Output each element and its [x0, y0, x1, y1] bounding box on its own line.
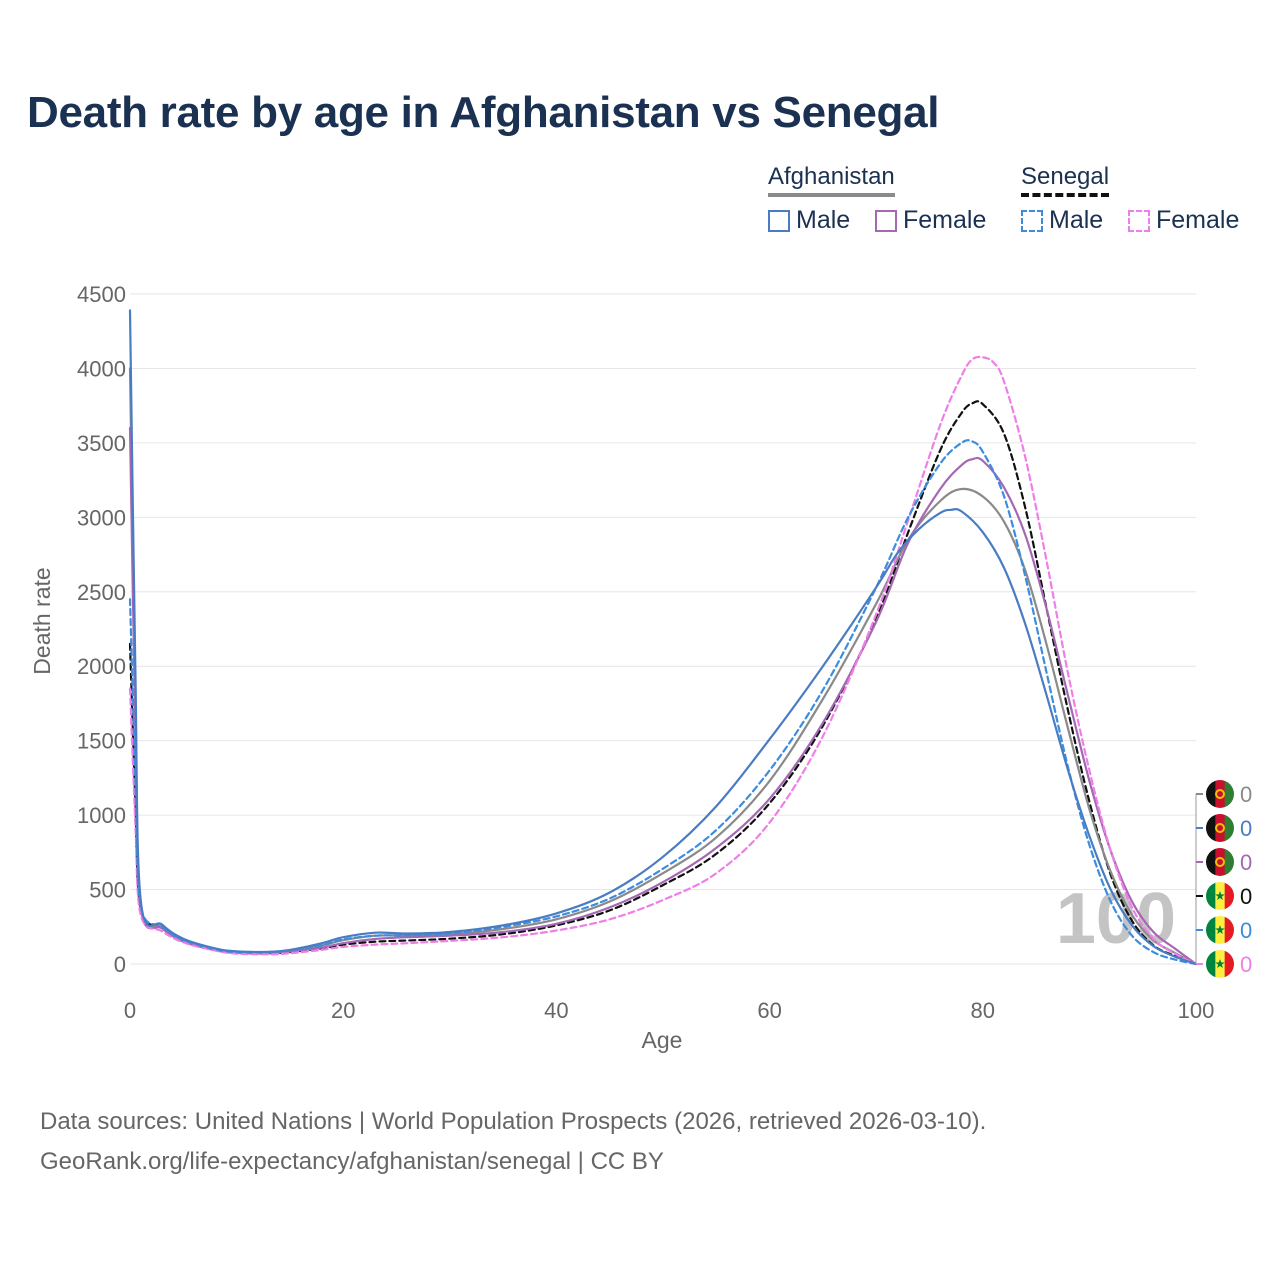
y-tick-label: 3500 [77, 431, 126, 456]
flag-afghanistan-icon [1206, 780, 1234, 808]
y-tick-label: 3000 [77, 505, 126, 530]
x-tick-label: 60 [757, 998, 781, 1023]
legend-swatch [1128, 209, 1150, 232]
series-line-afghanistan-male [128, 309, 1198, 966]
chart-title: Death rate by age in Afghanistan vs Sene… [27, 88, 940, 137]
y-tick-label: 2000 [77, 654, 126, 679]
legend-country-senegal: Senegal [1021, 163, 1110, 197]
legend-swatch [768, 209, 790, 232]
legend-swatch [875, 209, 897, 232]
legend-label: Male [796, 206, 851, 234]
x-axis-label: Age [642, 1027, 683, 1053]
legend-country-afghanistan: Afghanistan [768, 163, 895, 197]
end-value-label: 0 [1240, 782, 1252, 807]
series-line-senegal-total [128, 400, 1198, 966]
series-line-senegal-male [128, 439, 1198, 966]
y-tick-label: 0 [114, 952, 126, 977]
legend-label: Female [903, 206, 987, 234]
legend-item-afghanistan-male[interactable]: Male [768, 206, 850, 235]
x-tick-label: 20 [331, 998, 355, 1023]
legend-label: Female [1156, 206, 1240, 234]
end-value-label: 0 [1240, 918, 1252, 943]
y-tick-label: 500 [89, 878, 126, 903]
legend-item-senegal-male[interactable]: Male [1021, 206, 1103, 235]
flag-afghanistan-icon [1206, 814, 1234, 842]
y-tick-label: 1500 [77, 729, 126, 754]
legend-swatch [1021, 209, 1043, 232]
x-tick-label: 0 [124, 998, 136, 1023]
footer-sources: Data sources: United Nations | World Pop… [40, 1108, 987, 1135]
x-tick-label: 80 [971, 998, 995, 1023]
end-value-label: 0 [1240, 952, 1252, 977]
end-value-label: 0 [1240, 884, 1252, 909]
flag-senegal-icon [1206, 882, 1234, 910]
legend-item-afghanistan-female[interactable]: Female [875, 206, 986, 235]
end-value-label: 0 [1240, 816, 1252, 841]
x-tick-label: 40 [544, 998, 568, 1023]
x-tick-label: 100 [1178, 998, 1215, 1023]
y-axis-label: Death rate [29, 567, 55, 674]
age-indicator: 100 [1056, 879, 1176, 959]
footer-url[interactable]: GeoRank.org/life-expectancy/afghanistan/… [40, 1148, 664, 1175]
y-tick-label: 1000 [77, 803, 126, 828]
y-tick-label: 4500 [77, 282, 126, 307]
legend-group-senegal: Senegal [1021, 163, 1110, 197]
end-value-label: 0 [1240, 850, 1252, 875]
series-line-senegal-female [128, 355, 1198, 966]
legend-label: Male [1049, 206, 1104, 234]
y-tick-label: 4000 [77, 356, 126, 381]
flag-senegal-icon [1206, 950, 1234, 978]
flag-senegal-icon [1206, 916, 1234, 944]
legend-group-afghanistan: Afghanistan [768, 163, 895, 197]
y-tick-label: 2500 [77, 580, 126, 605]
legend-item-senegal-female[interactable]: Female [1128, 206, 1239, 235]
flag-afghanistan-icon [1206, 848, 1234, 876]
